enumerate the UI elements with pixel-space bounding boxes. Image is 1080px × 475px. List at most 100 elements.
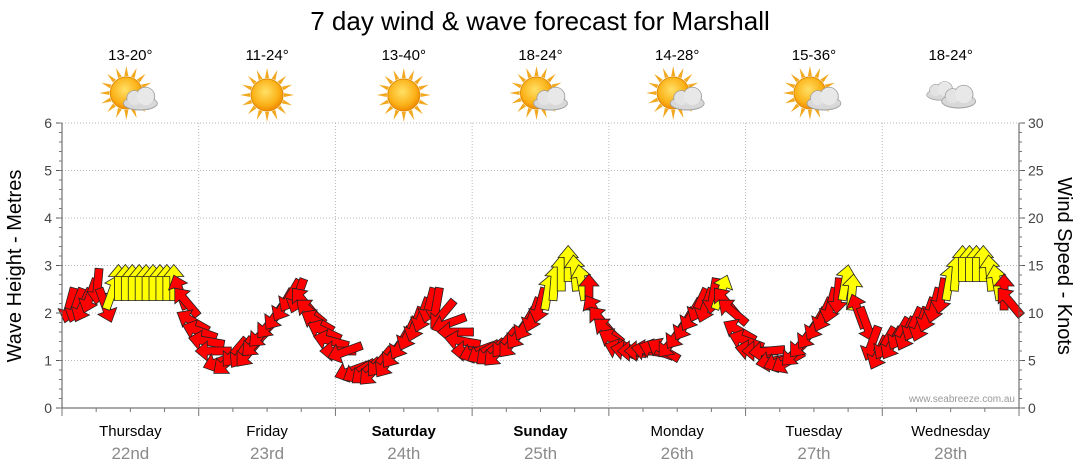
sun-ray: [526, 107, 532, 118]
sun-ray: [271, 70, 278, 81]
day-header: 14-28°: [646, 47, 705, 120]
cloud-shape: [123, 86, 158, 111]
chart-title: 7 day wind & wave forecast for Marshall: [310, 6, 770, 36]
y2-tick-label: 15: [1028, 258, 1044, 274]
wind-arrow-shape: [718, 299, 750, 327]
day-name: Tuesday: [785, 423, 842, 440]
sun-ray: [271, 109, 278, 120]
cloudy-icon: [926, 81, 976, 109]
wind-arrow-shape: [997, 287, 1025, 319]
sun-ray: [136, 73, 146, 83]
sun-ray: [807, 109, 812, 120]
day-name: Friday: [246, 423, 288, 440]
y2-tick-label: 25: [1028, 163, 1044, 179]
partly-cloudy-icon: [782, 66, 842, 120]
sun-ray: [814, 68, 821, 79]
sun-ray: [124, 66, 129, 77]
y-tick-label: 5: [44, 163, 52, 179]
sun-ray: [384, 75, 394, 85]
sun-disc: [250, 78, 284, 112]
sun-ray: [265, 68, 270, 79]
partly-cloudy-icon: [509, 66, 568, 120]
day-date: 28th: [934, 444, 967, 463]
sun-ray: [401, 68, 406, 79]
sun-ray: [790, 103, 800, 113]
sun-ray: [662, 68, 669, 79]
sun-ray: [683, 73, 693, 83]
sun-ray: [101, 97, 112, 104]
day-label: Wednesday 28th: [911, 423, 990, 463]
sun-ray: [130, 107, 137, 118]
wind-arrow: [718, 299, 750, 327]
day-header: 11-24°: [240, 47, 295, 122]
sun-ray: [662, 107, 669, 118]
y2-tick-label: 0: [1028, 400, 1036, 416]
sun-ray: [677, 68, 684, 79]
sun-ray: [799, 68, 806, 79]
sun-ray: [408, 70, 415, 81]
y2-tick-label: 20: [1028, 210, 1044, 226]
sun-ray: [517, 73, 527, 83]
sun-ray: [277, 75, 287, 85]
sun-ray: [283, 92, 295, 98]
sun-disc: [387, 78, 421, 112]
sun-ray: [541, 107, 547, 118]
sun-ray: [526, 68, 532, 79]
left-y-ticks: 0 1 2 3 4 5 6: [44, 115, 62, 416]
sun-ray: [265, 111, 270, 122]
cloud-shape: [941, 84, 976, 109]
sun-ray: [511, 82, 522, 89]
sun-ray: [551, 82, 562, 89]
sun-rays: [509, 66, 564, 120]
sun-ray: [277, 105, 287, 115]
day-name: Saturday: [372, 423, 437, 440]
sun-ray: [534, 66, 539, 77]
day-label: Friday 23rd: [246, 423, 288, 463]
y-tick-label: 2: [44, 305, 52, 321]
day-date: 27th: [797, 444, 830, 463]
day-header: 13-20°: [99, 47, 158, 120]
x-axis-days: Thursday 22nd Friday 23rd Saturday 24th Sunday…: [99, 423, 991, 463]
sun-ray: [534, 109, 539, 120]
wind-arrow: [327, 341, 364, 364]
sun-ray: [648, 97, 659, 104]
sun-ray: [384, 105, 394, 115]
day-date: 25th: [524, 444, 557, 463]
sun-ray: [401, 111, 406, 122]
sun-ray: [281, 99, 293, 106]
day-label: Sunday 25th: [513, 423, 568, 463]
sun-ray: [393, 70, 400, 81]
sun-ray: [240, 92, 251, 98]
day-date: 24th: [387, 444, 420, 463]
sun-ray: [654, 73, 663, 83]
wind-arrow-shape: [174, 287, 202, 319]
sun-ray: [378, 99, 389, 106]
sun-ray: [256, 109, 263, 120]
sun-ray: [242, 99, 253, 106]
sun-ray: [376, 92, 387, 98]
sun-rays: [376, 68, 431, 122]
y-tick-label: 0: [44, 400, 52, 416]
sun-ray: [247, 75, 257, 85]
sun-ray: [509, 90, 520, 96]
day-date: 22nd: [111, 444, 149, 463]
y2-tick-label: 30: [1028, 115, 1044, 131]
day-temp: 13-40°: [382, 47, 426, 64]
y-tick-label: 6: [44, 115, 52, 131]
day-temp: 14-28°: [655, 47, 699, 64]
sun-ray: [107, 73, 116, 83]
day-header: 18-24°: [926, 47, 976, 109]
day-header: 13-40°: [376, 47, 431, 122]
sun-ray: [408, 109, 415, 120]
partly-cloudy-icon: [99, 66, 158, 120]
sun-ray: [807, 66, 812, 77]
day-label: Thursday 22nd: [99, 423, 162, 463]
y-tick-label: 4: [44, 210, 52, 226]
day-headers: 13-20° 11-24° 13-40° 18-24° 14-28° 15-36° 18-2…: [99, 47, 976, 122]
sun-ray: [814, 107, 821, 118]
wind-arrow: [578, 273, 600, 311]
day-date: 26th: [661, 444, 694, 463]
sun-ray: [130, 68, 137, 79]
day-temp: 18-24°: [928, 47, 972, 64]
